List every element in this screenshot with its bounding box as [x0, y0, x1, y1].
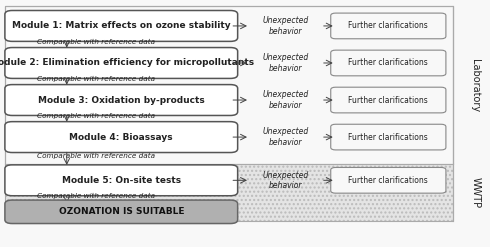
Text: Unexpected
behavior: Unexpected behavior: [262, 53, 309, 73]
Text: Unexpected
behavior: Unexpected behavior: [262, 90, 309, 110]
Text: Laboratory: Laboratory: [470, 59, 480, 112]
Text: Module 2: Elimination efficiency for micropollutants: Module 2: Elimination efficiency for mic…: [0, 59, 254, 67]
Text: Module 5: On-site tests: Module 5: On-site tests: [62, 176, 181, 185]
FancyBboxPatch shape: [331, 13, 446, 39]
Text: Unexpected
behavior: Unexpected behavior: [262, 171, 309, 190]
FancyBboxPatch shape: [331, 124, 446, 150]
FancyBboxPatch shape: [5, 164, 453, 221]
Text: Module 4: Bioassays: Module 4: Bioassays: [70, 133, 173, 142]
Text: Module 3: Oxidation by-products: Module 3: Oxidation by-products: [38, 96, 205, 104]
Text: WWTP: WWTP: [470, 177, 480, 208]
Text: Further clarifications: Further clarifications: [348, 21, 428, 30]
Text: OZONATION IS SUITABLE: OZONATION IS SUITABLE: [58, 207, 184, 216]
Text: Module 1: Matrix effects on ozone stability: Module 1: Matrix effects on ozone stabil…: [12, 21, 231, 30]
Text: Comparable with reference data: Comparable with reference data: [37, 76, 155, 82]
Text: Comparable with reference data: Comparable with reference data: [37, 153, 155, 159]
Text: Further clarifications: Further clarifications: [348, 96, 428, 104]
FancyBboxPatch shape: [5, 165, 238, 196]
Text: Comparable with reference data: Comparable with reference data: [37, 193, 155, 199]
FancyBboxPatch shape: [5, 122, 238, 153]
Text: Unexpected
behavior: Unexpected behavior: [262, 16, 309, 36]
Text: Unexpected
behavior: Unexpected behavior: [262, 127, 309, 147]
Text: Further clarifications: Further clarifications: [348, 59, 428, 67]
Text: Comparable with reference data: Comparable with reference data: [37, 113, 155, 119]
FancyBboxPatch shape: [5, 85, 238, 116]
FancyBboxPatch shape: [331, 50, 446, 76]
FancyBboxPatch shape: [5, 200, 238, 224]
FancyBboxPatch shape: [5, 11, 238, 41]
FancyBboxPatch shape: [331, 167, 446, 193]
FancyBboxPatch shape: [5, 48, 238, 79]
Text: Comparable with reference data: Comparable with reference data: [37, 39, 155, 44]
Text: Further clarifications: Further clarifications: [348, 176, 428, 185]
FancyBboxPatch shape: [5, 6, 453, 164]
Text: Further clarifications: Further clarifications: [348, 133, 428, 142]
FancyBboxPatch shape: [331, 87, 446, 113]
